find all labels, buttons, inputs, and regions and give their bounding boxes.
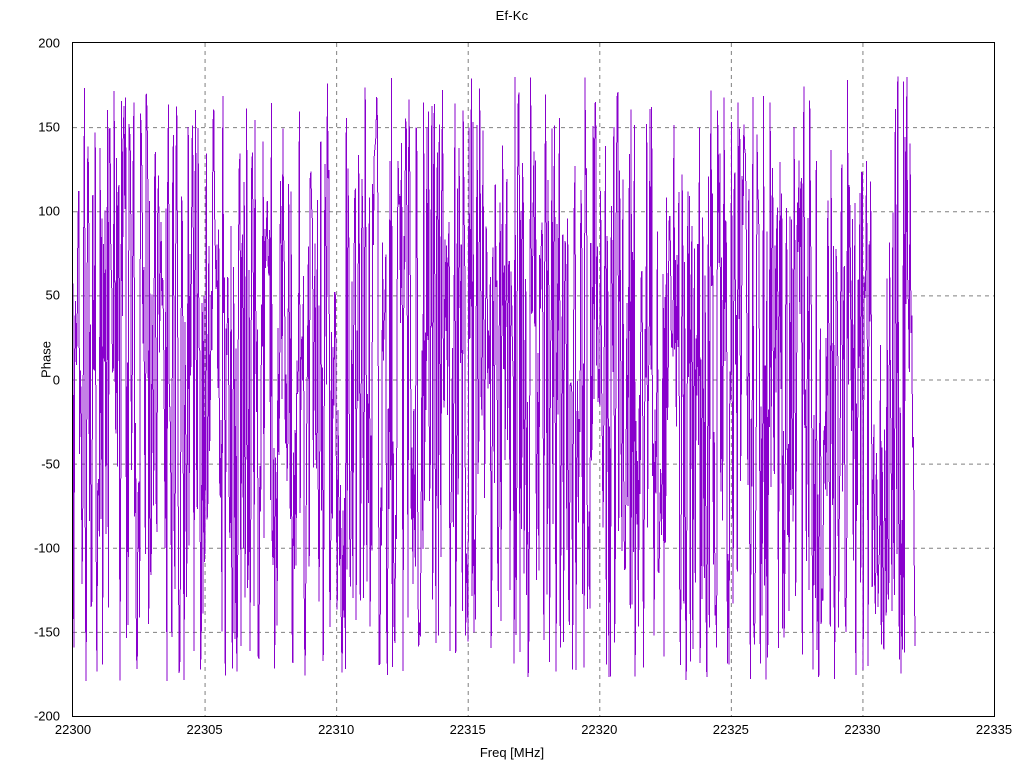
y-tick-label: -150 xyxy=(33,624,60,640)
x-tick-label: 22320 xyxy=(581,722,618,737)
x-tick-label: 22315 xyxy=(449,722,486,737)
plot-area xyxy=(72,42,995,717)
y-tick-label: -50 xyxy=(41,456,60,472)
y-tick-label: 100 xyxy=(38,203,60,219)
x-axis-label: Freq [MHz] xyxy=(479,745,545,760)
y-tick-label: 50 xyxy=(45,287,60,303)
page-title: Ef-Kc xyxy=(495,8,529,23)
x-tick-label: 22330 xyxy=(844,722,881,737)
y-tick-label: -200 xyxy=(33,708,60,724)
series-path xyxy=(73,76,916,681)
y-tick-label: 150 xyxy=(38,119,60,135)
y-tick-label: 0 xyxy=(52,372,60,387)
x-tick-label: 22310 xyxy=(318,722,355,737)
x-tick-label: 22335 xyxy=(975,722,1013,737)
y-tick-label: -100 xyxy=(33,540,60,556)
x-tick-label: 22325 xyxy=(712,722,749,737)
x-tick-label: 22305 xyxy=(186,722,223,737)
x-tick-label: 22300 xyxy=(54,722,92,737)
y-tick-label: 200 xyxy=(38,35,60,51)
phase-series-line xyxy=(73,76,916,681)
